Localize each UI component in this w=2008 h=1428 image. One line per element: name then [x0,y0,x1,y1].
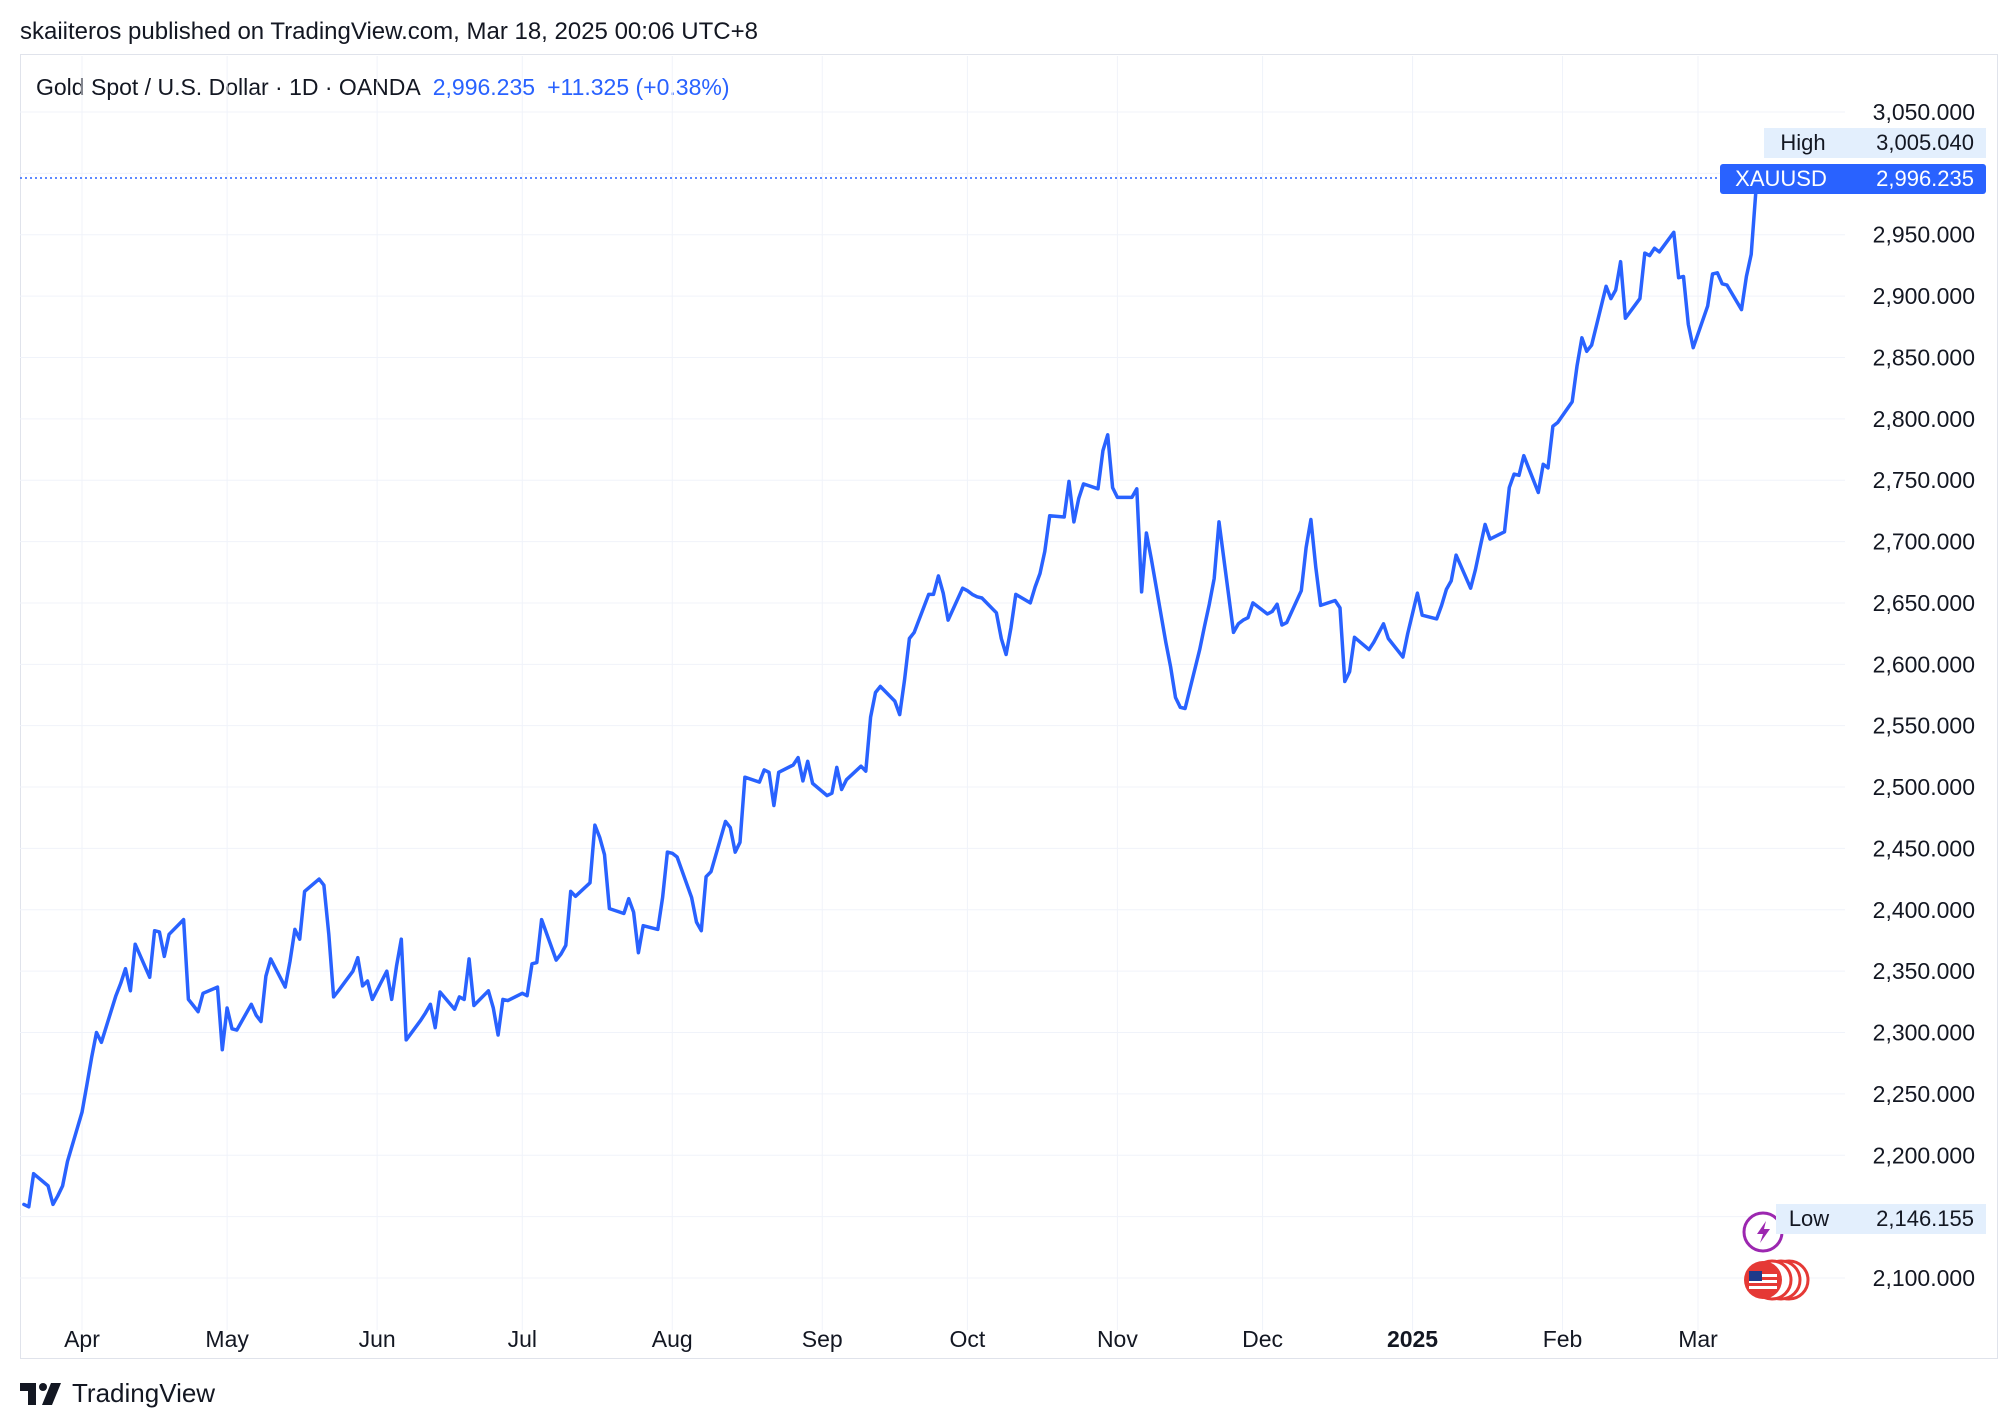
y-tick-label: 2,950.000 [1873,222,1975,248]
y-tick-label: 2,100.000 [1873,1265,1975,1291]
publisher-line: skaiiteros published on TradingView.com,… [20,18,758,45]
y-tick-label: 2,900.000 [1873,283,1975,309]
y-tick-label: 2,700.000 [1873,529,1975,555]
x-tick-label: Oct [950,1326,986,1352]
y-tick-label: 2,200.000 [1873,1142,1975,1168]
x-axis: Apr May Jun Jul Aug Sep Oct Nov Dec 2025 Feb Mar [64,1326,1718,1352]
current-price-label: 2,996.235 [1842,164,1986,194]
grid-lines [20,56,1845,1330]
y-tick-label: 2,450.000 [1873,835,1975,861]
series-line-xauusd [22,176,1763,1209]
y-tick-label: 2,300.000 [1873,1020,1975,1046]
y-tick-label: 2,250.000 [1873,1081,1975,1107]
x-tick-label: Jul [508,1326,537,1352]
brand-name[interactable]: TradingView [72,1378,216,1408]
low-label: Low [1776,1204,1842,1234]
y-axis: 2,100.000 2,200.000 2,250.000 2,300.000 2,35… [1873,99,1975,1291]
y-tick-label: 3,050.000 [1873,99,1975,125]
x-tick-label: Nov [1097,1326,1138,1352]
y-tick-label: 2,800.000 [1873,406,1975,432]
low-value: 2,146.155 [1842,1204,1986,1234]
legend-change: +11.325 (+0.38%) [547,74,730,100]
x-tick-label: Dec [1242,1326,1283,1352]
legend: Gold Spot / U.S. Dollar · 1D · OANDA 2,99… [36,74,730,101]
tradingview-logo-icon[interactable] [20,1382,62,1405]
y-tick-label: 2,850.000 [1873,344,1975,370]
y-tick-label: 2,350.000 [1873,958,1975,984]
legend-symbol[interactable]: Gold Spot / U.S. Dollar · 1D · OANDA [36,74,421,100]
y-tick-label: 2,750.000 [1873,467,1975,493]
x-tick-label: Aug [652,1326,693,1352]
high-value: 3,005.040 [1842,128,1986,158]
x-tick-label: Mar [1678,1326,1718,1352]
chart-frame [20,54,1998,1359]
x-tick-label: 2025 [1387,1326,1438,1352]
x-tick-label: Jun [359,1326,396,1352]
high-label: High [1764,128,1842,158]
legend-price: 2,996.235 [432,74,536,100]
x-tick-label: Apr [64,1326,100,1352]
y-tick-label: 2,400.000 [1873,897,1975,923]
current-symbol-label: XAUUSD [1720,164,1842,194]
y-tick-label: 2,600.000 [1873,651,1975,677]
y-tick-label: 2,500.000 [1873,774,1975,800]
y-tick-label: 2,550.000 [1873,713,1975,739]
x-tick-label: May [205,1326,249,1352]
y-tick-label: 2,650.000 [1873,590,1975,616]
x-tick-label: Feb [1543,1326,1583,1352]
us-flag-icon[interactable] [1744,1259,1810,1301]
x-tick-label: Sep [802,1326,843,1352]
footer: TradingView [20,1378,215,1409]
